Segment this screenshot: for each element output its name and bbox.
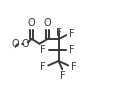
Text: F: F bbox=[60, 71, 66, 81]
Text: O: O bbox=[22, 39, 30, 49]
Text: F: F bbox=[40, 45, 46, 55]
Text: F: F bbox=[71, 61, 76, 71]
Text: F: F bbox=[69, 29, 74, 39]
Text: F: F bbox=[56, 28, 61, 38]
Text: F: F bbox=[69, 45, 74, 55]
Text: O: O bbox=[11, 39, 19, 49]
Text: O: O bbox=[28, 18, 36, 28]
Text: F: F bbox=[40, 61, 46, 71]
Text: O: O bbox=[44, 18, 51, 28]
